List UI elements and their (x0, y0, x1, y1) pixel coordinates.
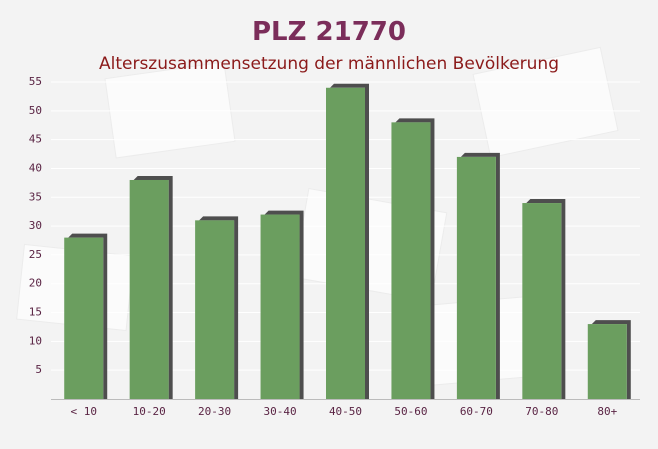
bar-shadow (460, 152, 500, 399)
y-tick-label: 55 (29, 75, 42, 88)
x-tick-label: 40-50 (329, 405, 362, 418)
y-tick-label: 10 (29, 334, 42, 347)
y-tick-label: 50 (29, 104, 42, 117)
bar (195, 220, 235, 399)
bar (326, 87, 365, 399)
bar-shadow (68, 233, 108, 399)
chart-title: PLZ 21770 (252, 17, 406, 47)
bar (522, 203, 562, 399)
y-tick-label: 25 (29, 248, 42, 261)
y-tick-label: 30 (29, 219, 42, 232)
bar (260, 214, 300, 399)
y-tick-label: 20 (29, 277, 42, 290)
bar-shadow (330, 83, 369, 399)
y-tick-label: 40 (29, 161, 42, 174)
bar-shadow (199, 216, 239, 399)
y-tick-label: 45 (29, 133, 42, 146)
y-tick-label: 5 (35, 363, 42, 376)
bar-shadow (264, 210, 304, 399)
x-tick-label: 10-20 (133, 405, 166, 418)
bar (391, 122, 431, 399)
x-tick-label: 30-40 (263, 405, 296, 418)
bar (129, 179, 169, 399)
bar-shadow (591, 320, 631, 399)
x-tick-label: 50-60 (394, 405, 427, 418)
y-tick-label: 35 (29, 190, 42, 203)
bar (456, 156, 496, 399)
bar-shadow (395, 118, 435, 399)
bar (587, 324, 627, 399)
x-tick-label: < 10 (70, 405, 97, 418)
x-tick-label: 60-70 (460, 405, 493, 418)
x-tick-label: 80+ (597, 405, 617, 418)
chart-subtitle: Alterszusammensetzung der männlichen Bev… (99, 54, 559, 74)
bar-shadow (133, 175, 173, 399)
x-tick-label: 70-80 (525, 405, 558, 418)
y-tick-label: 15 (29, 306, 42, 319)
bar-shadow (526, 199, 566, 399)
bar (64, 237, 104, 399)
x-tick-label: 20-30 (198, 405, 231, 418)
